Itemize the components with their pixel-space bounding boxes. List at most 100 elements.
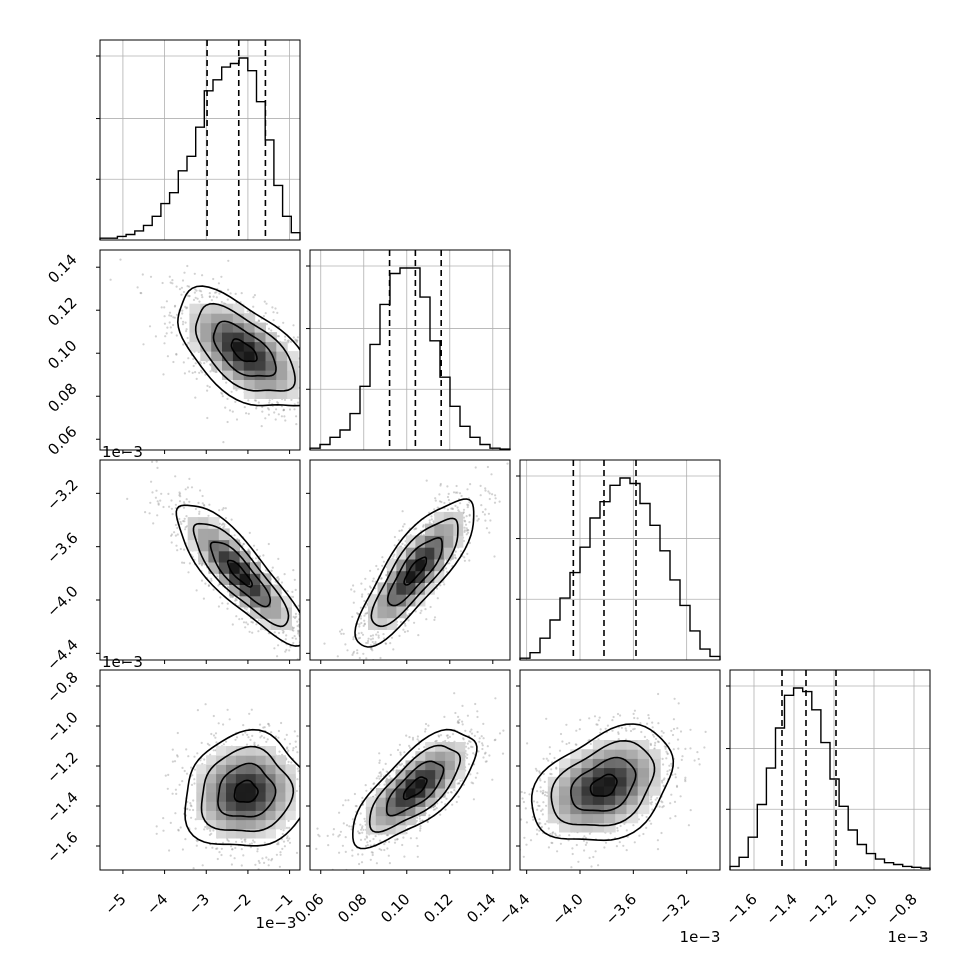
scatter-point xyxy=(273,647,275,649)
density-cell xyxy=(266,810,276,820)
scatter-point xyxy=(217,858,219,860)
scatter-point xyxy=(304,392,306,394)
scatter-point xyxy=(168,314,170,316)
scatter-point xyxy=(172,513,174,515)
scatter-point xyxy=(365,642,367,644)
scatter-point xyxy=(226,398,228,400)
scatter-point xyxy=(167,493,169,495)
scatter-point xyxy=(175,524,177,526)
density-cell xyxy=(200,332,211,342)
scatter-point xyxy=(323,643,325,645)
scatter-point xyxy=(215,741,217,743)
scatter-point xyxy=(493,555,495,557)
scatter-point xyxy=(255,623,257,625)
scatter-point xyxy=(172,876,174,878)
scatter-point xyxy=(249,532,251,534)
scatter-point xyxy=(234,857,236,859)
scatter-point xyxy=(362,653,364,655)
scatter-point xyxy=(305,374,307,376)
scatter-point xyxy=(302,372,304,374)
scatter-point xyxy=(457,506,459,508)
scatter-point xyxy=(176,527,178,529)
scatter-point xyxy=(287,835,289,837)
density-cell xyxy=(244,380,255,390)
scatter-point xyxy=(484,508,486,510)
scatter-point xyxy=(292,749,294,751)
scatter-point xyxy=(166,300,168,302)
scatter-point xyxy=(227,603,229,605)
scatter-point xyxy=(446,485,448,487)
scatter-point xyxy=(268,414,270,416)
scatter-point xyxy=(302,639,304,641)
scatter-point xyxy=(352,638,354,640)
scatter-point xyxy=(268,859,270,861)
scatter-point xyxy=(140,292,142,294)
density-cell xyxy=(255,380,266,390)
scatter-point xyxy=(259,862,261,864)
scatter-point xyxy=(303,784,305,786)
scatter-point xyxy=(394,536,396,538)
scatter-point xyxy=(241,848,243,850)
scatter-point xyxy=(455,551,457,553)
scatter-point xyxy=(367,640,369,642)
scatter-point xyxy=(179,288,181,290)
scatter-point xyxy=(455,557,457,559)
scatter-point xyxy=(365,613,367,615)
scatter-point xyxy=(202,495,204,497)
scatter-point xyxy=(183,520,185,522)
scatter-point xyxy=(402,629,404,631)
scatter-point xyxy=(304,788,306,790)
scatter-point xyxy=(180,826,182,828)
scatter-point xyxy=(447,509,449,511)
scatter-point xyxy=(151,461,153,463)
scatter-point xyxy=(292,637,294,639)
scatter-point xyxy=(306,596,308,598)
scatter-point xyxy=(275,418,277,420)
scatter-point xyxy=(429,522,431,524)
scatter-point xyxy=(346,649,348,651)
scatter-point xyxy=(204,583,206,585)
scatter-point xyxy=(302,406,304,408)
scatter-point xyxy=(174,317,176,319)
scatter-point xyxy=(220,276,222,278)
scatter-point xyxy=(185,748,187,750)
density-cell xyxy=(233,332,244,342)
scatter-point xyxy=(167,774,169,776)
scatter-point xyxy=(228,840,230,842)
scatter-point xyxy=(271,306,273,308)
scatter-point xyxy=(171,541,173,543)
scatter-point xyxy=(244,731,246,733)
scatter-point xyxy=(248,413,250,415)
density-cell xyxy=(226,801,236,811)
scatter-point xyxy=(268,725,270,727)
scatter-point xyxy=(150,276,152,278)
scatter-point xyxy=(194,397,196,399)
scatter-point xyxy=(276,577,278,579)
scatter-point xyxy=(475,466,477,468)
scatter-point xyxy=(287,840,289,842)
scatter-point xyxy=(467,506,469,508)
scatter-point xyxy=(247,399,249,401)
scatter-point xyxy=(284,738,286,740)
scatter-point xyxy=(227,289,229,291)
scatter-point xyxy=(373,643,375,645)
scatter-point xyxy=(193,867,195,869)
density-cell xyxy=(246,783,256,793)
scatter-point xyxy=(469,483,471,485)
density-cell xyxy=(226,755,236,765)
scatter-point xyxy=(434,497,436,499)
scatter-point xyxy=(305,399,307,401)
scatter-point xyxy=(188,501,190,503)
scatter-point xyxy=(404,544,406,546)
scatter-point xyxy=(230,855,232,857)
scatter-point xyxy=(142,343,144,345)
density-panel-1-2 xyxy=(306,450,549,691)
scatter-point xyxy=(295,638,297,640)
scatter-point xyxy=(305,756,307,758)
scatter-point xyxy=(167,355,169,357)
scatter-point xyxy=(211,299,213,301)
scatter-point xyxy=(513,507,515,509)
scatter-point xyxy=(188,478,190,480)
density-cell xyxy=(222,323,233,333)
